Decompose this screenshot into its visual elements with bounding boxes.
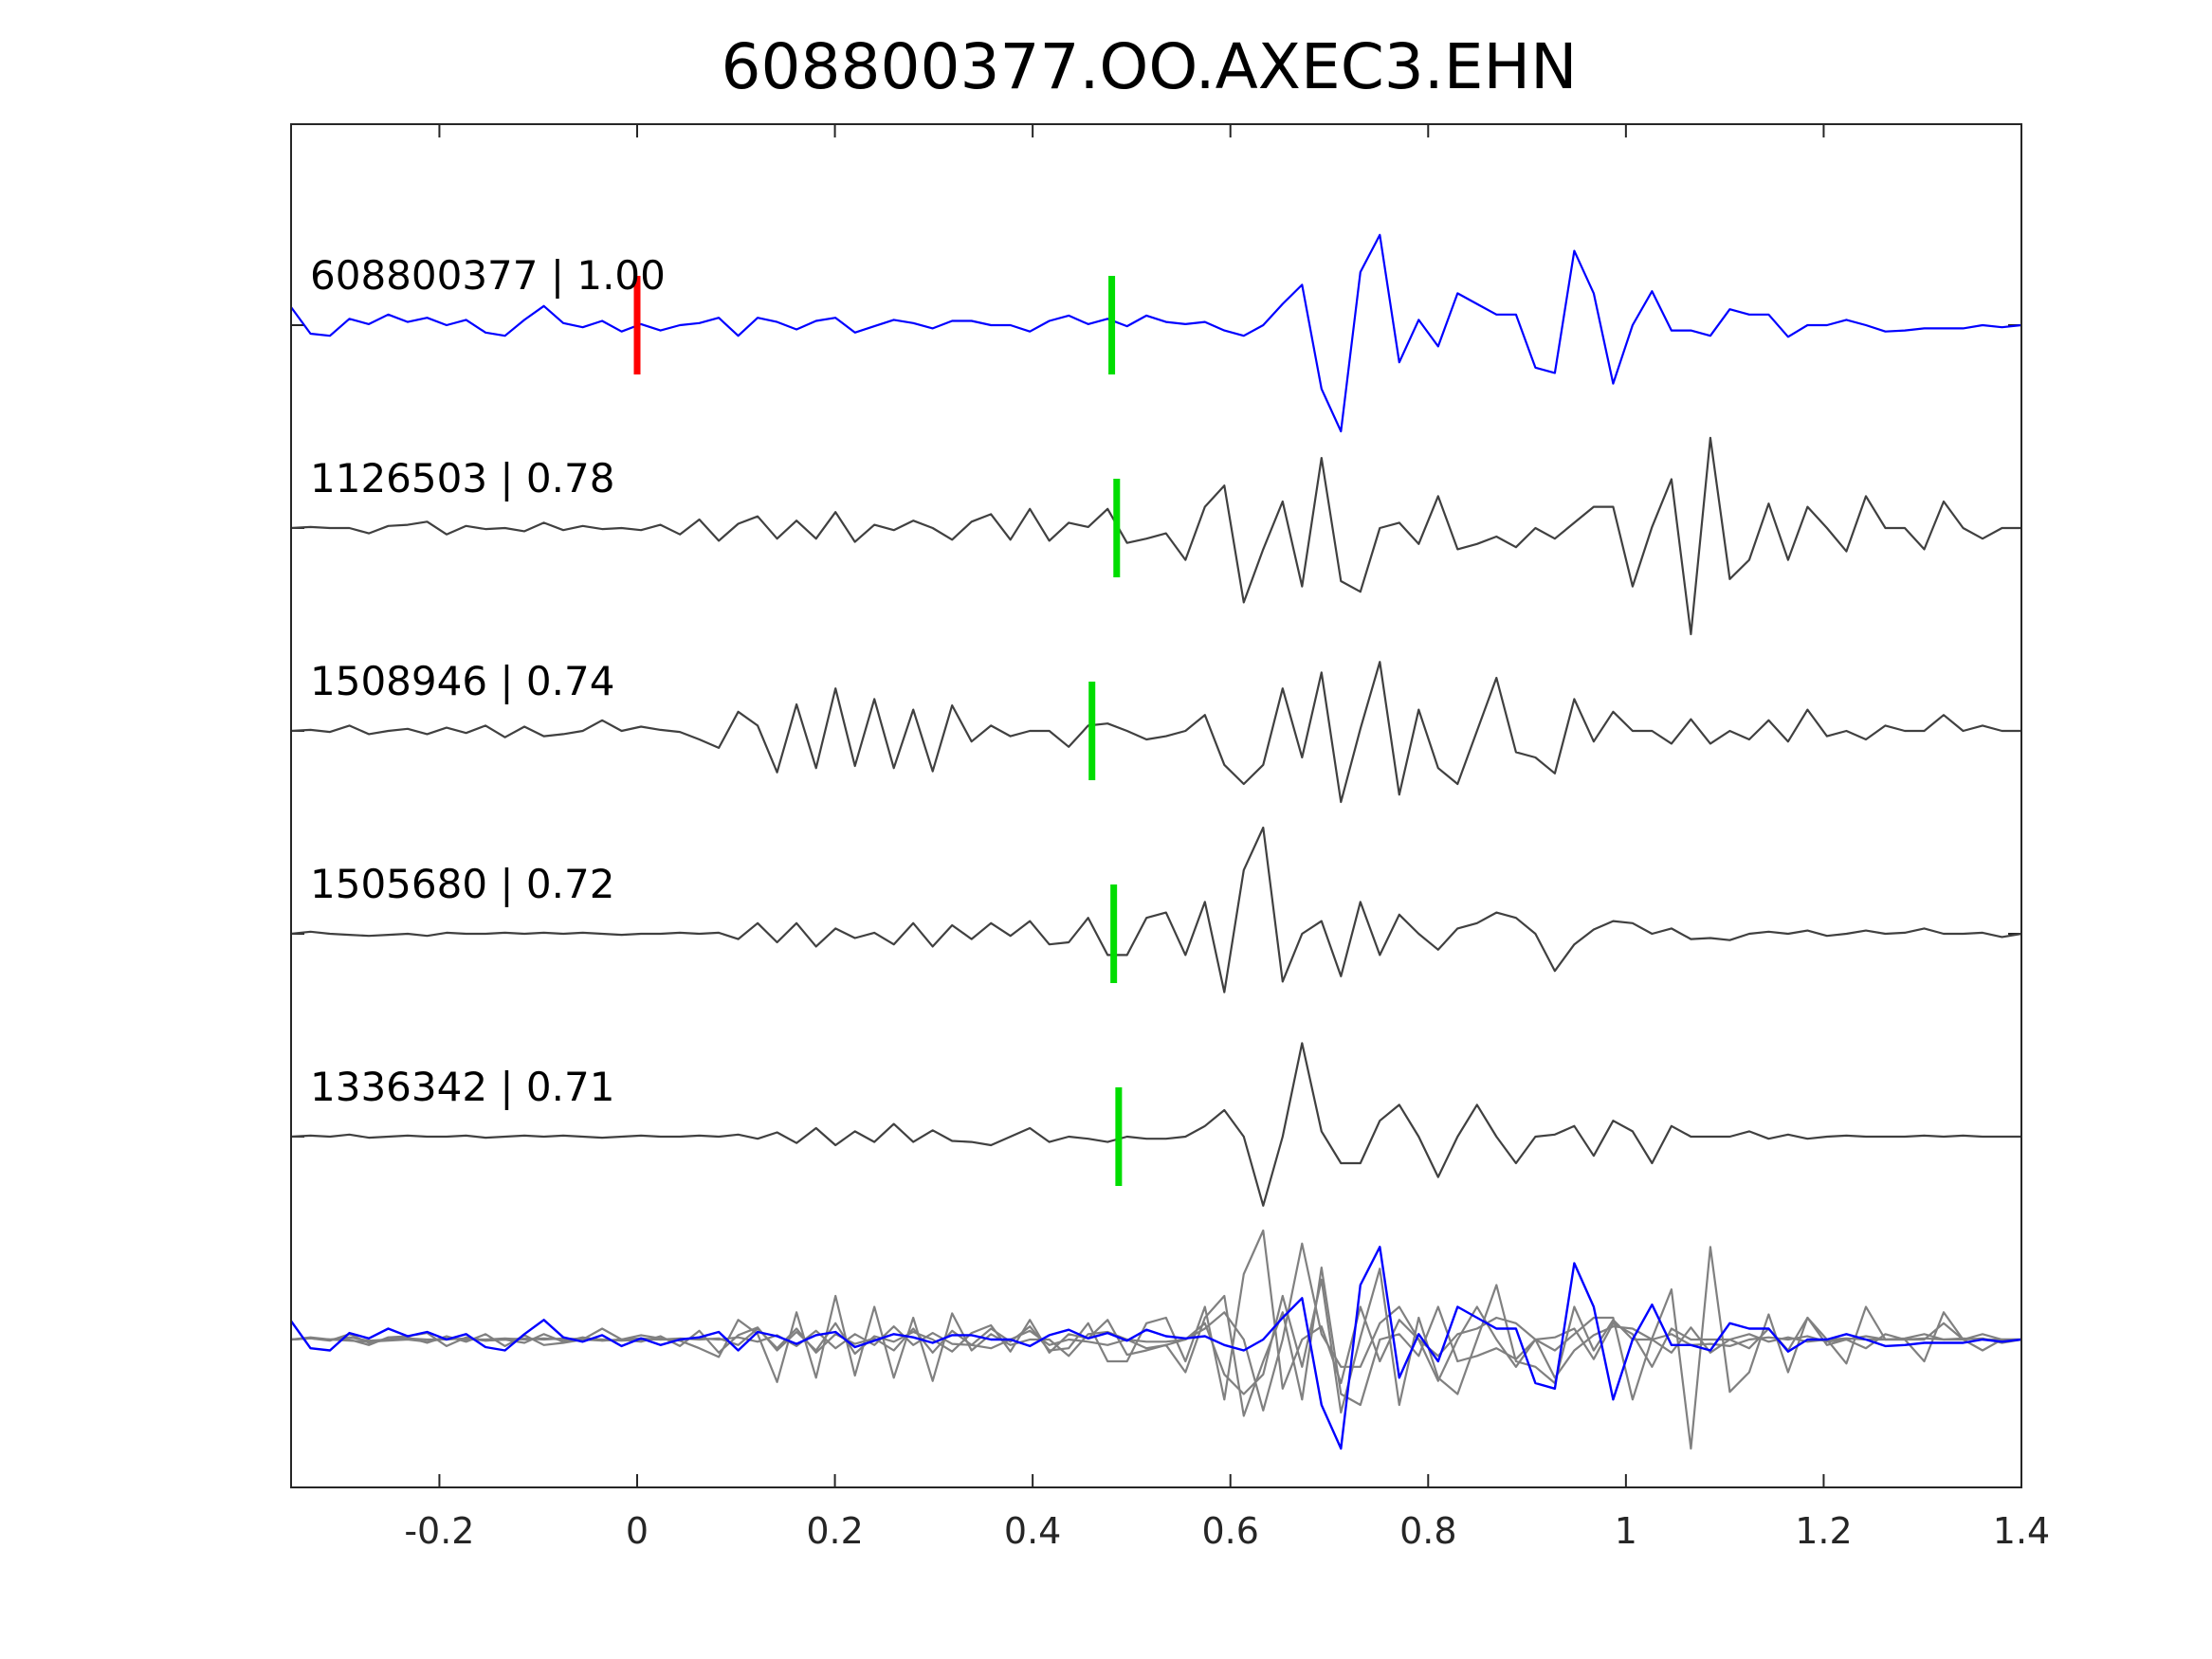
x-tick-label: 1	[1615, 1510, 1637, 1552]
x-axis: -0.2 0 0.2 0.4 0.6 0.8 1 1.2 1.4	[404, 124, 2050, 1552]
waveform-trace	[290, 1042, 2021, 1207]
x-tick-label: -0.2	[404, 1510, 474, 1552]
trace-label: 1505680 | 0.72	[310, 861, 614, 907]
overlay-stack	[290, 1229, 2022, 1450]
x-tick-label: 1.2	[1795, 1510, 1852, 1552]
plot-area: 608800377 | 1.00 1126503 | 0.78 1508946 | …	[290, 233, 2022, 1450]
waveform-trace	[290, 436, 2021, 636]
trace-group: 1508946 | 0.74	[290, 658, 2021, 804]
x-tick-label: 0	[626, 1510, 649, 1552]
waveform-trace	[290, 826, 2022, 994]
waveform-trace	[290, 661, 2021, 804]
trace-group: 608800377 | 1.00	[290, 233, 2022, 433]
trace-label: 1508946 | 0.74	[310, 658, 614, 704]
trace-group: 1336342 | 0.71	[290, 1042, 2021, 1207]
x-tick-label: 0.8	[1399, 1510, 1456, 1552]
trace-label: 1126503 | 0.78	[310, 455, 614, 501]
trace-label: 608800377 | 1.00	[310, 252, 666, 299]
axes-box	[290, 123, 2022, 1488]
overlay-template-trace	[290, 1246, 2022, 1450]
trace-group: 1126503 | 0.78	[290, 436, 2021, 636]
x-tick-label: 0.6	[1201, 1510, 1258, 1552]
x-tick-label: 0.2	[806, 1510, 863, 1552]
x-tick-label: 0.4	[1004, 1510, 1061, 1552]
chart-title: 608800377.OO.AXEC3.EHN	[722, 30, 1578, 103]
trace-group: 1505680 | 0.72	[290, 826, 2022, 994]
overlay-trace	[290, 1242, 2021, 1412]
x-tick-label: 1.4	[1993, 1510, 2050, 1552]
trace-label: 1336342 | 0.71	[310, 1064, 614, 1110]
waveform-trace	[290, 233, 2022, 433]
